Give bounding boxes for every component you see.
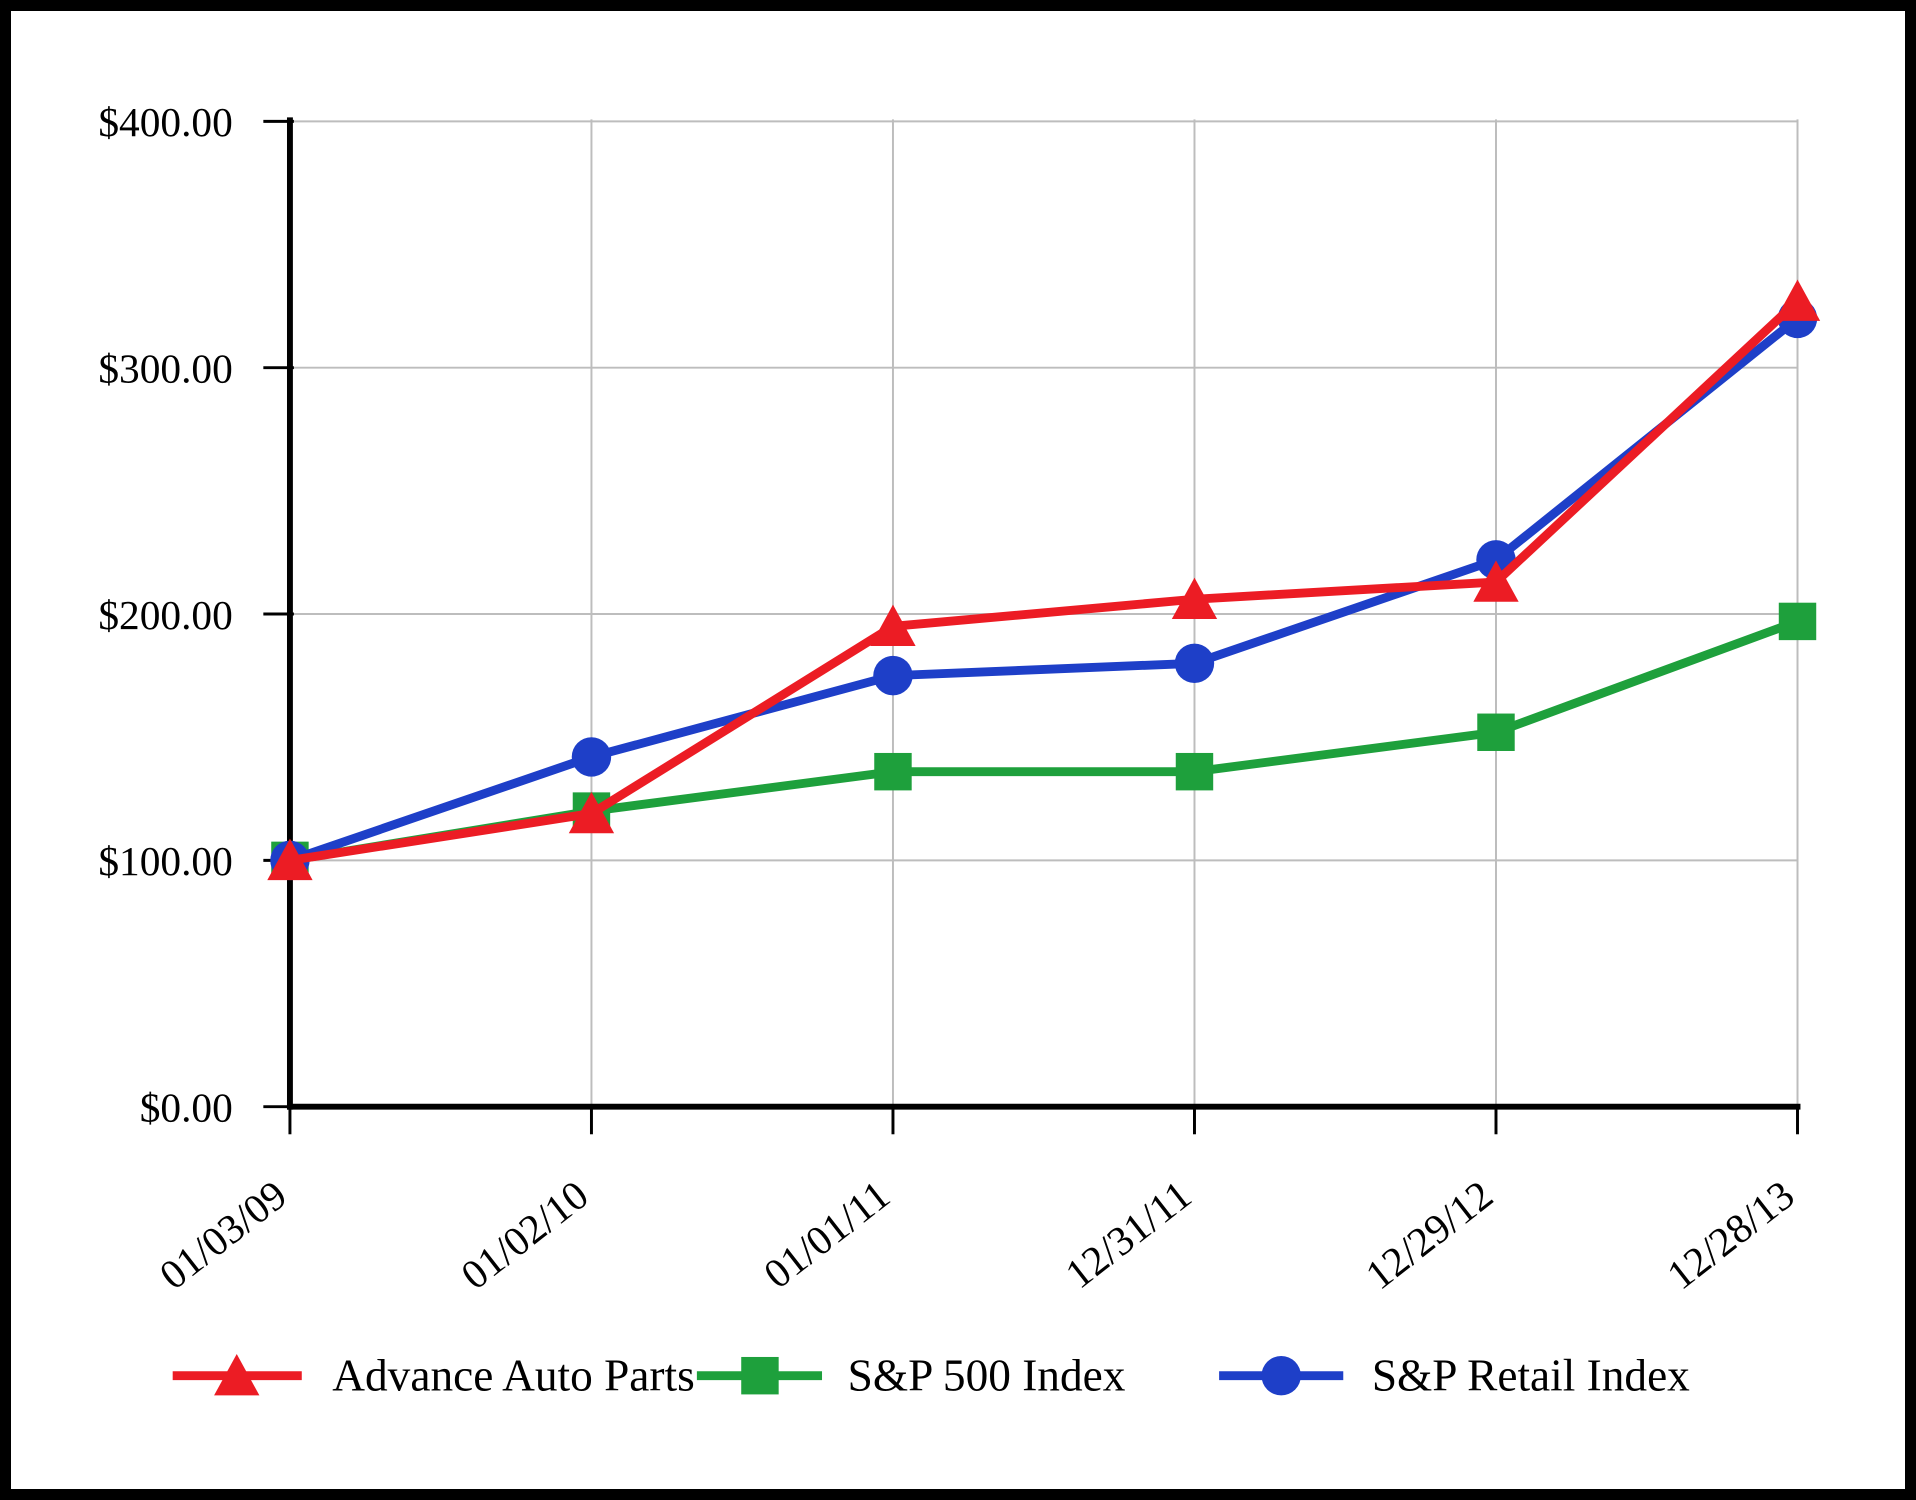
y-tick-label: $0.00 bbox=[140, 1084, 233, 1130]
s-p-500-index-square-marker bbox=[1778, 602, 1817, 641]
x-tick-label: 12/29/12 bbox=[1357, 1171, 1501, 1298]
y-tick-label: $400.00 bbox=[98, 99, 232, 145]
s-p-retail-index-circle-marker bbox=[571, 737, 612, 777]
s-p-500-index-square-marker bbox=[1477, 713, 1515, 751]
legend-item-s-p-500-index: S&P 500 Index bbox=[696, 1350, 1126, 1400]
advance-auto-parts-triangle-marker bbox=[1774, 279, 1821, 321]
s-p-500-index-square-marker bbox=[874, 752, 912, 791]
y-tick-label: $200.00 bbox=[98, 592, 232, 638]
legend-advance-auto-parts-triangle-marker bbox=[214, 1354, 260, 1396]
legend-item-s-p-retail-index: S&P Retail Index bbox=[1219, 1350, 1690, 1400]
stock-performance-chart: $0.00 $100.00 $200.00 $300.00 $400.00 01/03/0… bbox=[98, 99, 1821, 1400]
advance-auto-parts-triangle-marker bbox=[870, 604, 916, 647]
series-advance-auto-parts bbox=[267, 279, 1821, 881]
axes: $0.00 $100.00 $200.00 $300.00 $400.00 01/03/0… bbox=[98, 99, 1802, 1298]
legend-label-s-p-500-index: S&P 500 Index bbox=[848, 1350, 1126, 1400]
x-tick-label: 12/28/13 bbox=[1658, 1171, 1802, 1298]
series-line-s-p-retail-index bbox=[285, 313, 1802, 865]
x-tick-label: 01/02/10 bbox=[452, 1171, 596, 1298]
legend: Advance Auto Parts S&P 500 Index S&P Retai… bbox=[172, 1350, 1690, 1400]
x-tick-label: 01/03/09 bbox=[151, 1171, 295, 1298]
legend-item-advance-auto-parts: Advance Auto Parts bbox=[172, 1350, 695, 1400]
advance-auto-parts-triangle-marker bbox=[267, 838, 313, 881]
series-line-advance-auto-parts bbox=[285, 296, 1802, 865]
y-tick-label: $100.00 bbox=[98, 838, 232, 884]
s-p-retail-index-circle-marker bbox=[873, 655, 913, 696]
legend-label-advance-auto-parts: Advance Auto Parts bbox=[332, 1350, 694, 1400]
s-p-500-index-square-marker bbox=[1175, 752, 1214, 791]
x-tick-label: 01/01/11 bbox=[755, 1171, 898, 1297]
x-tick-label: 12/31/11 bbox=[1057, 1171, 1200, 1297]
legend-s-p-retail-index-circle-marker bbox=[1261, 1355, 1301, 1396]
legend-label-s-p-retail-index: S&P Retail Index bbox=[1372, 1350, 1690, 1400]
advance-auto-parts-triangle-marker bbox=[1473, 560, 1519, 602]
legend-s-p-500-index-square-marker bbox=[741, 1356, 779, 1395]
series-s-p-retail-index bbox=[270, 298, 1818, 881]
series-s-p-500-index bbox=[271, 602, 1817, 880]
advance-auto-parts-triangle-marker bbox=[568, 791, 615, 834]
advance-auto-parts-triangle-marker bbox=[1171, 577, 1218, 619]
s-p-retail-index-circle-marker bbox=[1174, 643, 1215, 683]
y-tick-label: $300.00 bbox=[98, 345, 232, 391]
